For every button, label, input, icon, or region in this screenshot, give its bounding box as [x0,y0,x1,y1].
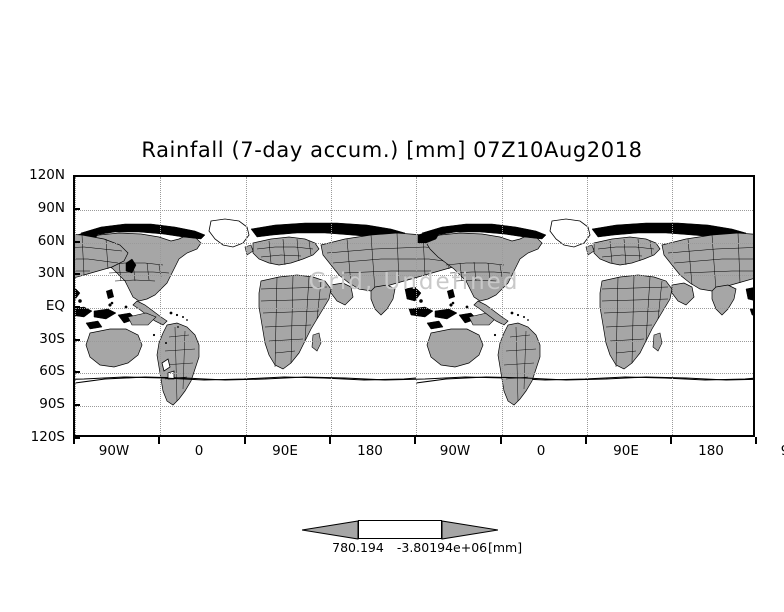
gridline-vertical [160,177,161,435]
x-tick-label: 90W [781,443,784,459]
colorbar-extensions [302,520,498,540]
gridline-vertical [502,177,503,435]
y-tick-mark [73,339,80,341]
colorbar-tick-label: -3.80194e+06 [396,540,488,555]
gridline-horizontal [75,275,753,276]
x-tick-mark [73,437,75,444]
world-map-svg [75,218,753,406]
colorbar-center-cell[interactable] [358,520,442,539]
map-canvas: Grid, Undefined [75,177,753,435]
x-tick-mark [670,437,672,444]
y-tick-label: 30N [37,265,65,281]
gridline-horizontal [75,308,753,309]
gridline-horizontal [75,406,753,407]
y-tick-mark [73,404,80,406]
x-axis: 90W 0 90E 180 90W 0 90E 180 90W [73,443,784,463]
gridline-vertical [416,177,417,435]
gridline-horizontal [75,210,753,211]
gridline-horizontal [75,373,753,374]
y-tick-label: 90N [37,200,65,216]
y-tick-label: EQ [45,298,65,314]
map-plot-area[interactable]: Grid, Undefined [73,175,755,437]
chart-title: Rainfall (7-day accum.) [mm] 07Z10Aug201… [141,138,643,162]
y-tick-label: 60N [37,233,65,249]
x-tick-mark [158,437,160,444]
colorbar[interactable] [302,519,498,541]
x-tick-label: 90E [613,443,639,459]
gridline-horizontal [75,341,753,342]
y-tick-mark [73,273,80,275]
y-tick-label: 120S [30,429,65,445]
y-tick-mark [73,306,80,308]
x-tick-mark [414,437,416,444]
x-tick-label: 0 [536,443,546,459]
y-tick-mark [73,208,80,210]
y-tick-mark [73,175,80,177]
x-tick-label: 0 [194,443,204,459]
y-tick-mark [73,371,80,373]
gridline-vertical [672,177,673,435]
gridline-vertical [331,177,332,435]
colorbar-tick-label: 780.194 [332,540,384,555]
x-tick-mark [755,437,757,444]
y-tick-label: 120N [29,167,65,183]
gridline-vertical [246,177,247,435]
x-tick-label: 90E [272,443,298,459]
x-tick-label: 90W [98,443,130,459]
colorbar-labels: 780.194 -3.80194e+06 [mm] [302,540,522,556]
gridline-horizontal [75,243,753,244]
y-tick-label: 30S [39,331,65,347]
colorbar-units-label: [mm] [488,540,523,555]
gridline-vertical [587,177,588,435]
y-axis: 120N 90N 60N 30N EQ 30S 60S 90S 120S [13,167,65,445]
x-tick-label: 90W [439,443,471,459]
x-tick-label: 180 [698,443,724,459]
x-tick-mark [329,437,331,444]
y-tick-mark [73,437,80,439]
x-tick-label: 180 [357,443,383,459]
x-tick-mark [500,437,502,444]
x-tick-mark [244,437,246,444]
y-tick-label: 60S [39,363,65,379]
y-tick-label: 90S [39,396,65,412]
x-tick-mark [585,437,587,444]
y-tick-mark [73,241,80,243]
